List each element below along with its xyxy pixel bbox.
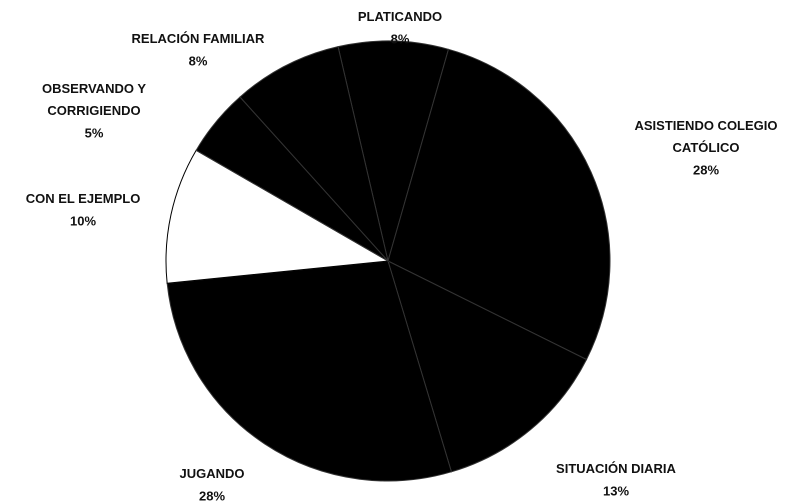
slice-label: SITUACIÓN DIARIA xyxy=(556,461,677,476)
pie-slice xyxy=(166,260,453,482)
slice-label: ASISTIENDO COLEGIO CATÓLICO xyxy=(634,118,777,155)
slice-value-label: 28% xyxy=(693,162,719,177)
pie-slice xyxy=(337,40,450,263)
slice-label: RELACIÓN FAMILIAR xyxy=(132,31,265,46)
pie-slice xyxy=(387,260,588,473)
slice-label: PLATICANDO xyxy=(358,9,442,24)
slice-value-label: 5% xyxy=(85,125,104,140)
pie-slice xyxy=(387,48,611,361)
slice-value-label: 28% xyxy=(199,488,225,502)
slice-label: JUGANDO xyxy=(179,466,244,481)
slice-label: CON EL EJEMPLO xyxy=(26,191,141,206)
pie-slice xyxy=(239,46,389,262)
slice-value-label: 10% xyxy=(70,213,96,228)
pie-slice xyxy=(165,149,390,284)
slice-label: OBSERVANDO Y CORRIGIENDO xyxy=(42,81,146,118)
slice-value-label: 8% xyxy=(391,31,410,46)
slice-value-label: 13% xyxy=(603,483,629,498)
slice-value-label: 8% xyxy=(189,53,208,68)
